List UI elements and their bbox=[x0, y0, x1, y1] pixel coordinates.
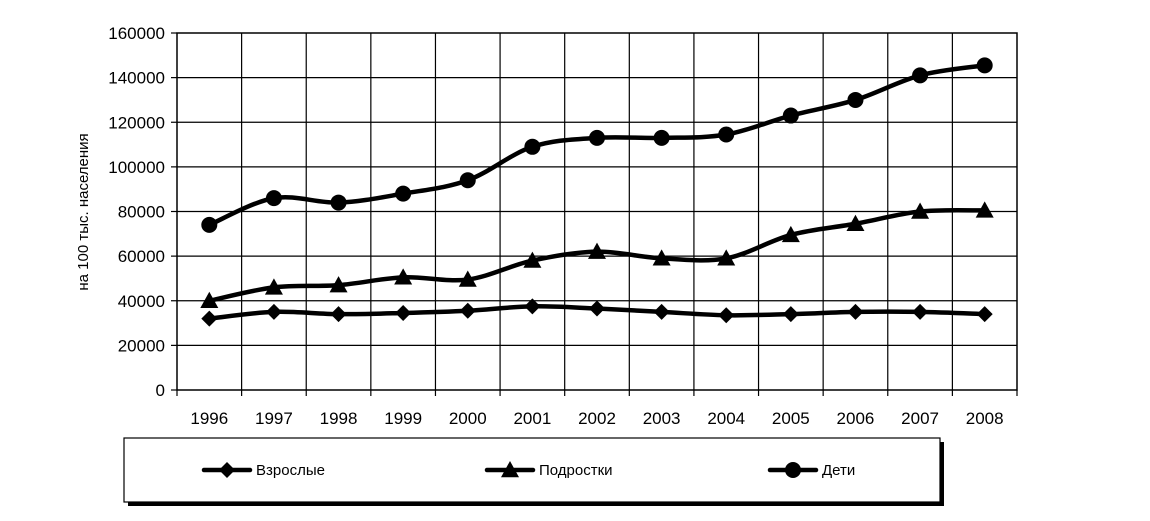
series-triangle bbox=[200, 201, 994, 308]
data-point-diamond bbox=[330, 306, 347, 323]
data-point-diamond bbox=[459, 302, 476, 319]
legend-label: Подростки bbox=[539, 462, 613, 479]
y-axis-title: на 100 тыс. населения bbox=[75, 133, 92, 290]
data-point-diamond bbox=[976, 306, 993, 323]
data-point-circle bbox=[589, 129, 605, 146]
data-point-triangle bbox=[329, 276, 348, 293]
data-point-triangle bbox=[975, 201, 994, 218]
data-point-diamond bbox=[847, 303, 864, 320]
y-tick-label: 120000 bbox=[108, 113, 165, 132]
y-tick-label: 100000 bbox=[108, 158, 165, 177]
legend: Взрослые Подростки Дети bbox=[123, 437, 944, 506]
y-tick-label: 60000 bbox=[118, 247, 165, 266]
data-point-triangle bbox=[264, 278, 283, 295]
legend-label: Дети bbox=[822, 462, 855, 479]
data-point-circle bbox=[718, 126, 735, 143]
x-tick-label: 2006 bbox=[837, 409, 875, 428]
data-point-diamond bbox=[589, 300, 605, 317]
data-point-diamond bbox=[782, 306, 799, 323]
y-tick-label: 20000 bbox=[118, 336, 165, 355]
data-point-diamond bbox=[718, 307, 735, 324]
x-tick-label: 2007 bbox=[901, 409, 939, 428]
series-circle bbox=[201, 57, 993, 233]
data-point-diamond bbox=[201, 310, 218, 327]
x-tick-label: 2000 bbox=[449, 409, 487, 428]
legend-marker-circle bbox=[785, 462, 801, 478]
data-point-circle bbox=[847, 91, 864, 108]
data-point-triangle bbox=[588, 242, 606, 259]
plot-area: 0 20000 40000 60000 80000 100000 120000 140000 1… bbox=[108, 24, 1018, 428]
legend-marker-triangle bbox=[501, 461, 519, 478]
data-point-triangle bbox=[846, 214, 865, 231]
data-point-diamond bbox=[912, 303, 929, 320]
x-tick-label: 1997 bbox=[255, 409, 293, 428]
data-point-triangle bbox=[200, 291, 219, 308]
data-point-circle bbox=[459, 172, 476, 189]
y-tick-label: 160000 bbox=[108, 24, 165, 43]
data-point-circle bbox=[395, 185, 412, 202]
x-tick-label: 2002 bbox=[578, 409, 616, 428]
x-tick-label: 1998 bbox=[320, 409, 358, 428]
legend-marker-diamond bbox=[219, 462, 235, 478]
data-point-triangle bbox=[458, 270, 477, 287]
data-point-triangle bbox=[652, 249, 671, 266]
series-diamond bbox=[201, 298, 993, 327]
data-point-triangle bbox=[523, 251, 542, 268]
y-tick-label: 40000 bbox=[118, 292, 165, 311]
x-tick-label: 1996 bbox=[190, 409, 228, 428]
data-point-triangle bbox=[717, 249, 736, 266]
x-tick-label: 2004 bbox=[707, 409, 745, 428]
data-point-triangle bbox=[911, 202, 930, 219]
y-tick-label: 80000 bbox=[118, 203, 165, 222]
data-point-diamond bbox=[395, 305, 412, 322]
data-point-circle bbox=[330, 194, 347, 211]
data-point-diamond bbox=[653, 303, 670, 320]
x-tick-label: 1999 bbox=[384, 409, 422, 428]
legend-label: Взрослые bbox=[256, 462, 325, 479]
data-point-triangle bbox=[781, 225, 800, 243]
data-point-triangle bbox=[394, 268, 413, 285]
data-point-diamond bbox=[524, 298, 541, 315]
x-tick-label: 2005 bbox=[772, 409, 810, 428]
y-tick-label: 140000 bbox=[108, 69, 165, 88]
y-tick-label: 0 bbox=[156, 381, 165, 400]
data-point-diamond bbox=[265, 303, 282, 320]
data-point-circle bbox=[912, 67, 929, 84]
x-tick-label: 2001 bbox=[513, 409, 551, 428]
data-point-circle bbox=[653, 129, 670, 146]
x-tick-label: 2008 bbox=[966, 409, 1004, 428]
data-point-circle bbox=[524, 138, 541, 155]
data-point-circle bbox=[201, 216, 218, 233]
data-point-circle bbox=[265, 190, 282, 207]
data-point-circle bbox=[976, 57, 993, 74]
x-tick-label: 2003 bbox=[643, 409, 681, 428]
data-point-circle bbox=[782, 107, 799, 124]
